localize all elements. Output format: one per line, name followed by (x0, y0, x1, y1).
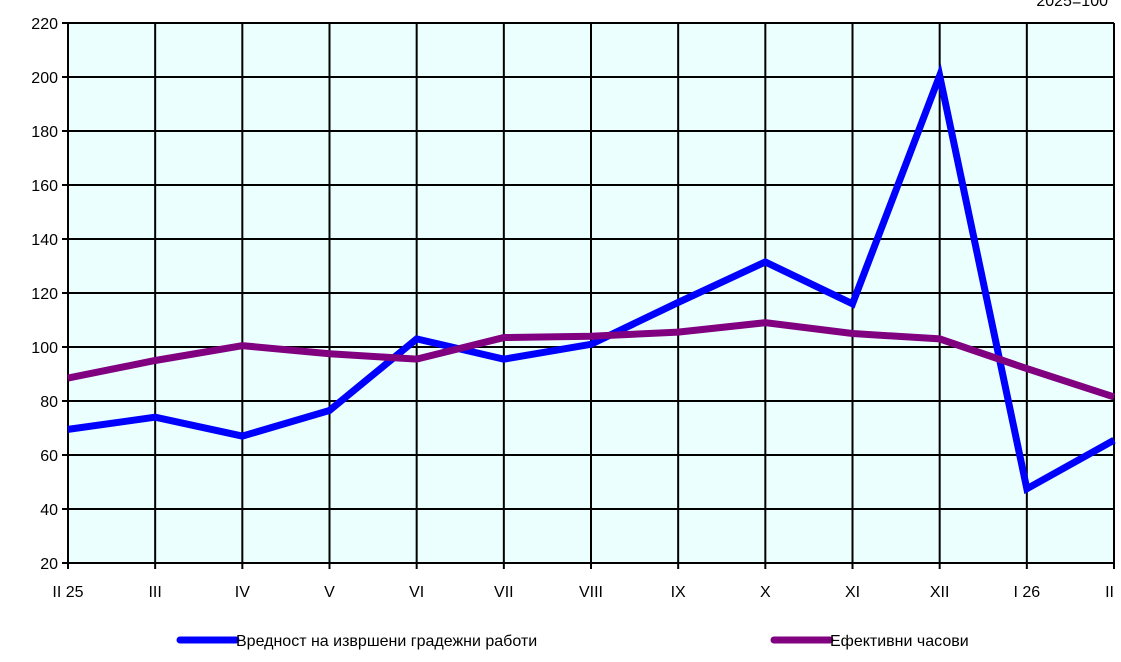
x-tick-label: III (148, 584, 161, 601)
x-tick-label: IV (235, 584, 250, 601)
series-1-point (1113, 439, 1115, 441)
x-tick-label: II (1105, 584, 1114, 601)
x-tick-label: IX (671, 584, 686, 601)
y-tick-label: 80 (40, 394, 58, 411)
series-2-point (1113, 396, 1115, 398)
x-tick-label: XI (845, 584, 860, 601)
series-1-point (241, 435, 243, 437)
series-1-point (939, 75, 941, 77)
series-2-point (852, 333, 853, 334)
series-lines (67, 63, 1116, 495)
base-note: 2025=100 (1036, 0, 1108, 10)
y-tick-label: 100 (31, 340, 58, 357)
legend: Вредност на извршени градежни работи Ефек… (176, 633, 969, 650)
series-1-point (503, 358, 505, 360)
y-tick-label: 40 (40, 502, 58, 519)
series-2-point (677, 331, 679, 333)
x-tick-label: XII (930, 584, 950, 601)
y-tick-label: 180 (31, 124, 58, 141)
x-tick-label: V (324, 584, 335, 601)
series-1-point (329, 409, 330, 411)
x-tick-label: II 25 (52, 584, 83, 601)
series-2-point (503, 337, 505, 339)
x-tick-label: X (760, 584, 771, 601)
series-1-point (416, 338, 418, 340)
x-tick-label: VI (409, 584, 424, 601)
y-tick-label: 160 (31, 178, 58, 195)
series-2-point (329, 353, 330, 355)
y-tick-label: 200 (31, 70, 58, 87)
series-2-point (590, 335, 592, 337)
grid-lines (68, 22, 1115, 563)
series-2-point (67, 377, 69, 379)
series-2-point (154, 360, 156, 361)
series-1-point (590, 343, 592, 345)
axes: 20 40 60 80 100 120 140 160 180 200 220 II 25 III IV V… (31, 16, 1115, 601)
x-tick-label: I 26 (1013, 584, 1040, 601)
series-2-point (416, 358, 418, 360)
x-tick-label: VIII (579, 584, 603, 601)
series-2-point (1026, 368, 1028, 370)
series-1-point (677, 301, 679, 303)
series-2-point (764, 322, 766, 324)
x-tick-label: VII (494, 584, 514, 601)
y-tick-label: 120 (31, 286, 58, 303)
series-2-point (241, 345, 243, 347)
series-1-point (67, 428, 69, 430)
series-1-point (154, 416, 156, 418)
series-2-point (939, 338, 941, 340)
series-1-point (764, 261, 766, 263)
y-tick-label: 220 (31, 16, 58, 33)
legend-label-1: Вредност на извршени градежни работи (236, 633, 537, 650)
series-1-point (1026, 488, 1028, 490)
legend-label-2: Ефективни часови (830, 633, 969, 650)
y-tick-label: 60 (40, 448, 58, 465)
y-tick-label: 140 (31, 232, 58, 249)
series-1-point (852, 303, 853, 305)
y-tick-label: 20 (40, 556, 58, 573)
